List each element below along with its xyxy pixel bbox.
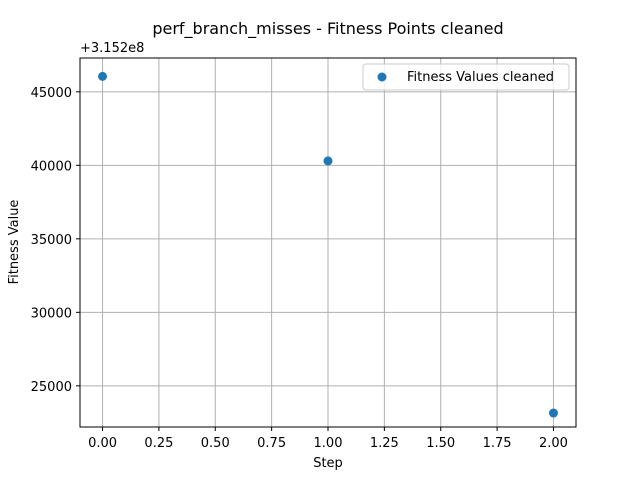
x-axis-label: Step xyxy=(313,456,343,471)
x-tick-label: 2.00 xyxy=(539,436,568,451)
x-tick-label: 1.75 xyxy=(483,436,512,451)
chart-title: perf_branch_misses - Fitness Points clea… xyxy=(152,19,503,39)
data-point xyxy=(549,409,558,418)
y-tick-label: 30000 xyxy=(31,306,72,321)
y-tick-label: 35000 xyxy=(31,233,72,248)
y-axis-offset-label: +3.152e8 xyxy=(80,41,144,56)
x-tick-label: 1.25 xyxy=(370,436,399,451)
x-tick-label: 0.50 xyxy=(201,436,230,451)
y-tick-label: 25000 xyxy=(31,380,72,395)
y-tick-label: 45000 xyxy=(31,86,72,101)
x-tick-label: 0.75 xyxy=(257,436,286,451)
x-tick-label: 1.50 xyxy=(426,436,455,451)
y-tick-label: 40000 xyxy=(31,159,72,174)
legend-marker xyxy=(378,73,387,82)
data-point xyxy=(98,72,107,81)
y-axis-label: Fitness Value xyxy=(7,200,22,285)
x-tick-label: 0.00 xyxy=(88,436,117,451)
legend-label: Fitness Values cleaned xyxy=(407,70,554,85)
legend: Fitness Values cleaned xyxy=(363,64,569,90)
data-point xyxy=(324,156,333,165)
x-tick-label: 1.00 xyxy=(314,436,343,451)
x-tick-label: 0.25 xyxy=(144,436,173,451)
